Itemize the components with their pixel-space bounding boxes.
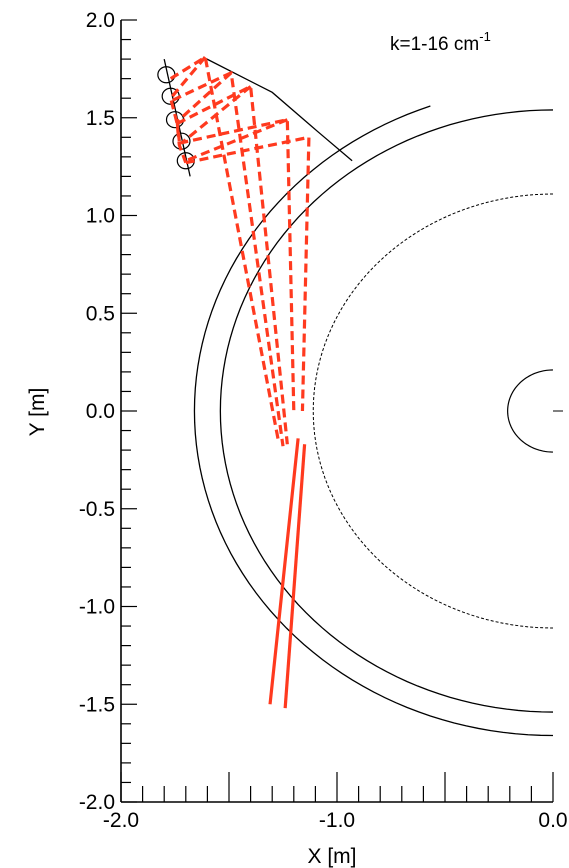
core-circle [507,369,554,453]
y-axis-title: Y [m] [26,388,49,437]
y-tick-label: 0.0 [86,400,115,423]
annotation: k=1-16 cm-1 [390,29,491,55]
ray-path-solid [283,444,307,709]
x-tick-label: -1.0 [319,809,355,832]
ray-path-dashed [180,85,252,145]
ray-path-dashed [178,118,296,412]
ray-path-dashed [176,84,289,445]
y-tick-label: -0.5 [79,498,115,521]
outer-wall-arc [193,105,554,737]
ray-path-dashed [175,71,233,142]
x-axis-title: X [m] [307,845,356,868]
y-tick-label: -1.0 [79,596,115,619]
ray-path-solid [268,438,300,705]
ray-paths [169,55,311,709]
y-tick-label: 0.5 [86,302,115,325]
top-guard-curve [202,56,353,162]
y-tick-label: 2.0 [86,9,115,32]
y-tick-label: 1.0 [86,205,115,228]
x-tick-label: 0.0 [538,809,567,832]
axes: 2.0 1.5 1.0 0.5 0.0 -0.5 -1.0 -1.5 -2.0-2.0 -1.0 0… [79,9,568,832]
ray-path-dashed [185,135,311,412]
x-tick-label: -2.0 [103,809,139,832]
ray-path-dashed [169,55,281,443]
ray-path-dashed [169,56,207,164]
y-tick-label: -1.5 [79,693,115,716]
y-tick-label: 1.5 [86,107,115,130]
y-tick-label: -2.0 [79,791,115,814]
ray-path-dashed [185,118,288,163]
inner-wall-arc [219,109,554,713]
